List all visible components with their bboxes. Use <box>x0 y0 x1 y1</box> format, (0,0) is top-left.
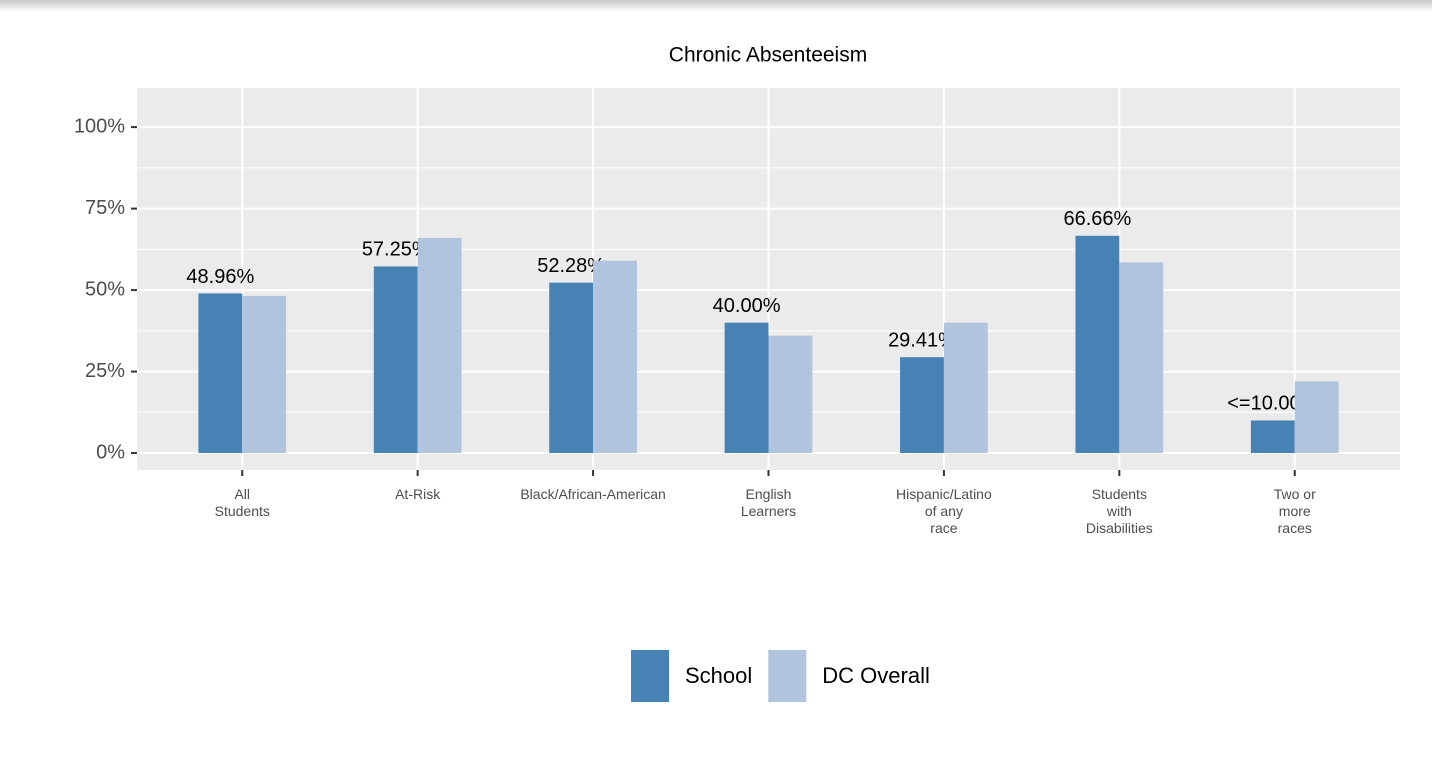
chart-title: Chronic Absenteeism <box>669 44 867 67</box>
bar <box>900 357 944 454</box>
bar <box>724 322 769 454</box>
x-tick-label: Black/African-American <box>520 486 666 502</box>
x-tick-label: English Learners <box>740 486 797 519</box>
bar <box>417 237 462 454</box>
y-tick-label: 50% <box>85 278 125 300</box>
x-tick-label: At-Risk <box>395 486 441 502</box>
y-tick-label: 100% <box>74 115 125 137</box>
legend-label: School <box>685 663 752 688</box>
bar <box>1119 262 1164 454</box>
y-tick-label: 0% <box>96 441 125 463</box>
legend-swatch <box>768 650 807 702</box>
legend-label: DC Overall <box>822 663 930 688</box>
x-tick-label: All Students <box>214 486 270 519</box>
legend-swatch <box>631 650 669 702</box>
data-label: 57.25% <box>362 239 430 261</box>
bar <box>593 260 637 454</box>
bar <box>242 295 287 454</box>
bar <box>1250 420 1295 454</box>
bar <box>373 266 418 454</box>
data-label: 52.28% <box>537 255 605 277</box>
bar <box>549 282 594 454</box>
bar <box>1294 381 1339 454</box>
data-label: 40.00% <box>713 295 781 317</box>
data-label: 48.96% <box>186 266 254 288</box>
bar <box>768 335 813 454</box>
x-tick-label: Two or more races <box>1273 486 1316 536</box>
data-label: 29.41% <box>888 329 956 351</box>
y-tick-label: 25% <box>85 360 125 382</box>
x-tick-label: Students with Disabilities <box>1085 486 1153 536</box>
bar <box>198 293 243 454</box>
y-tick-label: 75% <box>85 197 125 219</box>
bar <box>1075 235 1120 454</box>
top-shadow <box>0 0 1432 12</box>
x-tick-label: Hispanic/Latino of any race <box>896 486 992 536</box>
bar <box>943 322 988 454</box>
data-label: 66.66% <box>1063 208 1131 230</box>
